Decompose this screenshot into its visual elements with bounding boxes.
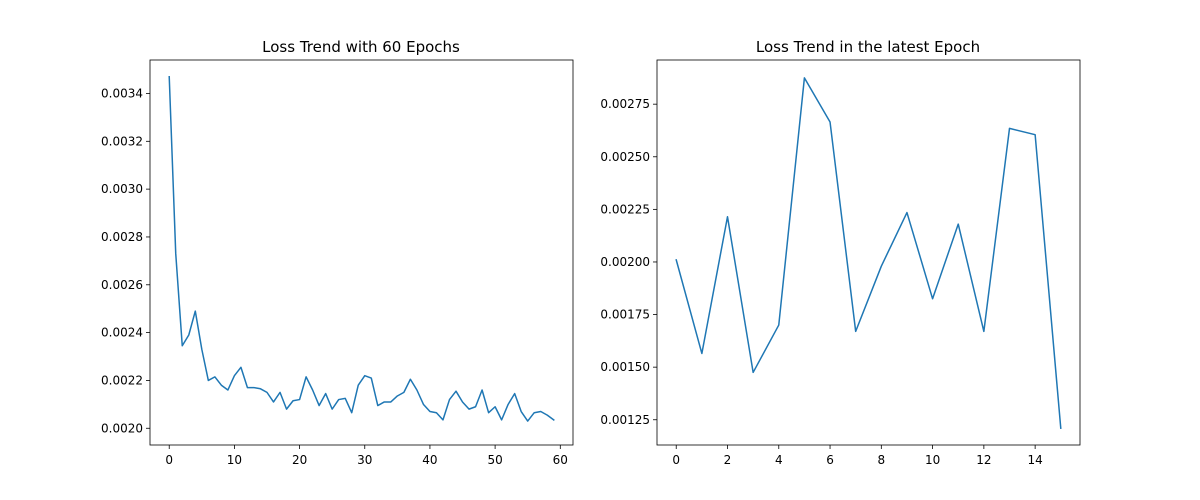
left-chart-x-tick-label-4: 40 (422, 453, 437, 467)
left-chart-y-tick-label-0: 0.0020 (101, 421, 143, 435)
right-chart-y-tick-label-5: 0.00250 (600, 150, 650, 164)
left-chart-y-tick-label-2: 0.0024 (101, 326, 143, 340)
right-chart-axes: 0 2 4 6 8 10 12 14 0.00125 0.00150 0.00175 0.00200 0… (600, 59, 1081, 467)
left-chart-y-tick-label-6: 0.0032 (101, 134, 143, 148)
left-chart-x-tick-label-6: 60 (553, 453, 568, 467)
left-chart-x-tick-label-0: 0 (165, 453, 173, 467)
left-chart-y-tick-label-7: 0.0034 (101, 86, 143, 100)
left-chart-title: Loss Trend with 60 Epochs (262, 38, 460, 56)
left-chart-loss-line (168, 75, 555, 422)
left-chart-axes: 0 10 20 30 40 50 60 0.0020 0.0022 0.0024 0.0026 0.0… (101, 59, 574, 467)
right-chart-y-tick-label-6: 0.00275 (600, 97, 650, 111)
right-chart-x-tick-label-6: 12 (976, 453, 991, 467)
left-chart-y-tick-label-4: 0.0028 (101, 230, 143, 244)
left-chart-x-tick-label-2: 20 (292, 453, 307, 467)
right-chart-y-tick-label-1: 0.00150 (600, 360, 650, 374)
right-chart-panel: Loss Trend in the latest Epoch 0 2 4 6 8 10 12… (600, 38, 1081, 467)
right-chart-axes-frame (656, 59, 1081, 446)
right-chart-loss-line (675, 77, 1062, 429)
right-chart-x-tick-label-7: 14 (1027, 453, 1042, 467)
left-chart-x-tick-label-5: 50 (487, 453, 502, 467)
right-chart-y-tick-label-2: 0.00175 (600, 308, 650, 322)
left-chart-y-tick-label-1: 0.0022 (101, 373, 143, 387)
right-chart-x-tick-label-0: 0 (672, 453, 680, 467)
left-chart-panel: Loss Trend with 60 Epochs 0 10 20 30 40 50 600… (101, 38, 574, 467)
right-chart-title: Loss Trend in the latest Epoch (756, 38, 980, 56)
right-chart-y-tick-label-0: 0.00125 (600, 413, 650, 427)
right-chart-y-tick-label-3: 0.00200 (600, 255, 650, 269)
left-chart-x-tick-label-1: 10 (227, 453, 242, 467)
right-chart-x-tick-label-1: 2 (724, 453, 732, 467)
right-chart-x-tick-label-3: 6 (826, 453, 834, 467)
right-chart-y-tick-label-4: 0.00225 (600, 202, 650, 216)
right-chart-x-tick-label-2: 4 (775, 453, 783, 467)
left-chart-y-tick-label-3: 0.0026 (101, 278, 143, 292)
right-chart-x-tick-label-5: 10 (925, 453, 940, 467)
left-chart-x-tick-label-3: 30 (357, 453, 372, 467)
left-chart-axes-frame (149, 59, 574, 446)
left-chart-y-tick-label-5: 0.0030 (101, 182, 143, 196)
right-chart-x-tick-label-4: 8 (877, 453, 885, 467)
